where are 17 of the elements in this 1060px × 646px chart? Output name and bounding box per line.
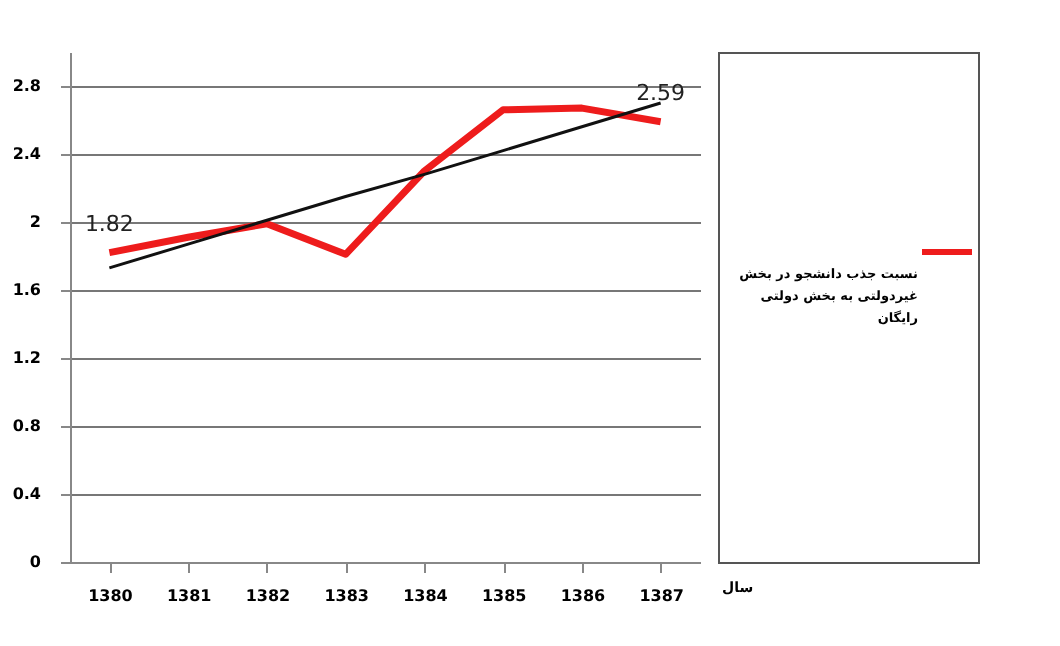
x-tick-label: 1380 <box>88 587 134 605</box>
y-tick-label: 0.4 <box>12 485 42 503</box>
x-tick-label: 1381 <box>166 587 213 605</box>
x-tick-label: 1383 <box>324 587 369 605</box>
x-tick-label: 1385 <box>481 587 528 605</box>
x-tick-label: 1386 <box>560 587 607 605</box>
x-tick-label: 1387 <box>639 587 684 605</box>
y-tick-label: 2 <box>29 213 41 231</box>
y-tick-label: 1.2 <box>12 349 41 367</box>
data-label: 2.59 <box>636 79 686 106</box>
x-tick-label: 1382 <box>245 587 291 605</box>
x-tick-label: 1384 <box>403 587 449 605</box>
y-tick-label: 1.6 <box>12 281 42 299</box>
y-tick-label: 2.8 <box>12 77 42 95</box>
y-tick-label: 2.4 <box>12 145 42 163</box>
y-tick-label: 0.8 <box>12 417 42 435</box>
y-tick-label: 0 <box>29 553 42 571</box>
